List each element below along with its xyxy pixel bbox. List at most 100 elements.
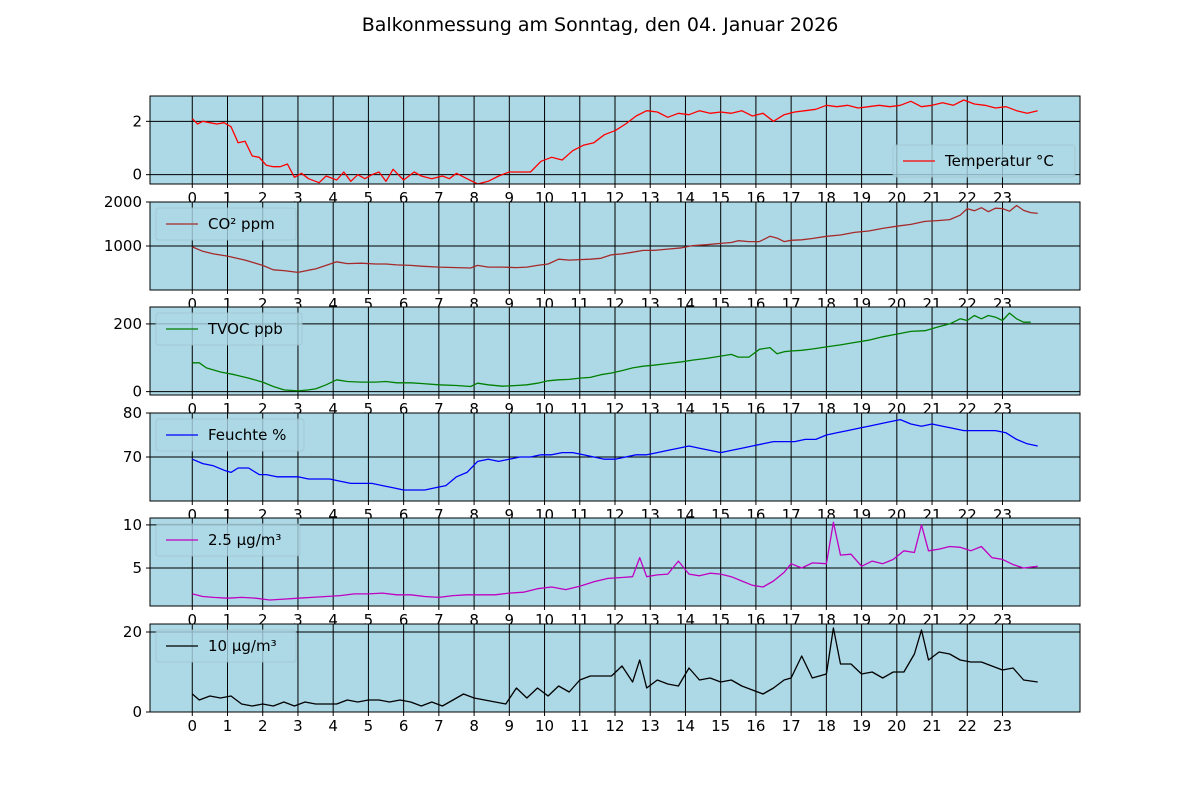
legend-co2: CO² ppm	[155, 207, 297, 241]
legend-box	[155, 312, 303, 346]
x-tick-label: 11	[570, 717, 589, 735]
series-line-humidity	[192, 418, 1038, 491]
x-tick-label: 3	[293, 717, 303, 735]
x-tick-label: 4	[328, 717, 338, 735]
panel-humidity: 0 1 2 3 4 5 6 7 8 9 10 11 12 13 14 15 16 17 18 19 20 21 22 2370…	[123, 404, 1081, 524]
axes-frame-tvoc	[149, 306, 1081, 396]
x-tick-label: 0	[187, 506, 197, 524]
y-tick-label: 1000	[104, 237, 142, 255]
x-tick-label: 3	[293, 400, 303, 418]
x-tick-label: 8	[469, 400, 479, 418]
x-tick-label: 1	[223, 295, 233, 313]
x-tick-label: 16	[746, 717, 765, 735]
x-tick-label: 22	[958, 717, 977, 735]
x-tick-label: 21	[922, 717, 941, 735]
y-tick-label: 70	[123, 448, 142, 466]
x-tick-label: 5	[364, 189, 374, 207]
y-tick-label: 200	[113, 315, 142, 333]
x-tick-label: 5	[364, 717, 374, 735]
x-tick-label: 5	[364, 400, 374, 418]
series-line-pm10	[191, 627, 1038, 707]
x-tick-label: 5	[364, 295, 374, 313]
x-tick-label: 3	[293, 189, 303, 207]
y-tick-label: 2	[132, 112, 142, 130]
legend-label: 10 µg/m³	[208, 637, 277, 655]
legend-label: TVOC ppb	[207, 320, 283, 338]
legend-box	[155, 629, 297, 663]
x-tick-label: 0	[187, 717, 197, 735]
x-tick-label: 7	[434, 506, 444, 524]
x-tick-label: 8	[469, 295, 479, 313]
x-tick-label: 9	[505, 717, 515, 735]
legend-box	[155, 207, 297, 241]
x-tick-label: 9	[505, 400, 515, 418]
legend-box	[155, 523, 301, 557]
legend-label: Temperatur °C	[944, 152, 1054, 170]
x-tick-label: 6	[399, 717, 409, 735]
series-line-temperature	[191, 99, 1038, 184]
x-tick-label: 8	[469, 611, 479, 629]
x-tick-label: 7	[434, 189, 444, 207]
y-tick-label: 10	[123, 516, 142, 534]
x-tick-label: 5	[364, 506, 374, 524]
x-tick-label: 1	[223, 189, 233, 207]
x-tick-label: 6	[399, 506, 409, 524]
x-tick-label: 12	[605, 717, 624, 735]
x-tick-label: 9	[505, 506, 515, 524]
x-tick-label: 0	[187, 189, 197, 207]
x-tick-label: 5	[364, 611, 374, 629]
x-tick-label: 7	[434, 295, 444, 313]
x-tick-label: 7	[434, 717, 444, 735]
legend-label: 2.5 µg/m³	[208, 531, 281, 549]
x-tick-label: 2	[258, 611, 268, 629]
figure-title: Balkonmessung am Sonntag, den 04. Januar…	[362, 14, 839, 36]
legend-label: Feuchte %	[208, 426, 286, 444]
y-tick-label: 20	[123, 623, 142, 641]
x-tick-label: 0	[187, 400, 197, 418]
x-tick-label: 9	[505, 295, 515, 313]
x-tick-label: 2	[258, 295, 268, 313]
series-line-pm25	[192, 521, 1038, 601]
x-tick-label: 13	[641, 717, 660, 735]
x-tick-label: 23	[993, 717, 1012, 735]
axes-frame-pm10	[149, 623, 1081, 713]
axes-frame-co2	[149, 201, 1081, 291]
x-tick-label: 14	[676, 717, 695, 735]
y-tick-label: 2000	[104, 193, 142, 211]
x-tick-label: 4	[328, 189, 338, 207]
x-tick-label: 4	[328, 295, 338, 313]
x-tick-label: 6	[399, 611, 409, 629]
x-tick-label: 18	[817, 717, 836, 735]
x-tick-label: 4	[328, 611, 338, 629]
x-tick-label: 2	[258, 189, 268, 207]
axes-frame-pm25	[149, 517, 1081, 607]
x-tick-label: 10	[535, 717, 554, 735]
y-tick-label: 0	[132, 166, 142, 184]
legend-box	[155, 418, 305, 452]
x-tick-label: 1	[223, 717, 233, 735]
panel-pm25: 0 1 2 3 4 5 6 7 8 9 10 11 12 13 14 15 16 17 18 19 20 21 22 2351…	[123, 516, 1081, 629]
x-tick-label: 6	[399, 189, 409, 207]
x-tick-label: 2	[258, 717, 268, 735]
legend-temperature: Temperatur °C	[892, 144, 1076, 178]
x-tick-label: 0	[187, 295, 197, 313]
y-tick-label: 5	[132, 559, 142, 577]
x-tick-label: 9	[505, 611, 515, 629]
panels: 0 1 2 3 4 5 6 7 8 9 10 11 12 13 14 15 16 17 18 19 20 21 22 2302…	[104, 95, 1081, 735]
legend-humidity: Feuchte %	[155, 418, 305, 452]
y-tick-label: 0	[132, 703, 142, 721]
x-tick-label: 7	[434, 400, 444, 418]
x-tick-label: 6	[399, 295, 409, 313]
x-tick-label: 3	[293, 295, 303, 313]
x-tick-label: 3	[293, 506, 303, 524]
x-tick-label: 1	[223, 400, 233, 418]
x-tick-label: 6	[399, 400, 409, 418]
legend-box	[892, 144, 1076, 178]
x-tick-label: 7	[434, 611, 444, 629]
series-line-tvoc	[192, 312, 1031, 392]
panel-tvoc: 0 1 2 3 4 5 6 7 8 9 10 11 12 13 14 15 16 17 18 19 20 21 22 2302…	[113, 306, 1081, 418]
panel-temperature: 0 1 2 3 4 5 6 7 8 9 10 11 12 13 14 15 16 17 18 19 20 21 22 2302…	[132, 95, 1081, 207]
x-tick-label: 15	[711, 717, 730, 735]
y-tick-label: 80	[123, 404, 142, 422]
